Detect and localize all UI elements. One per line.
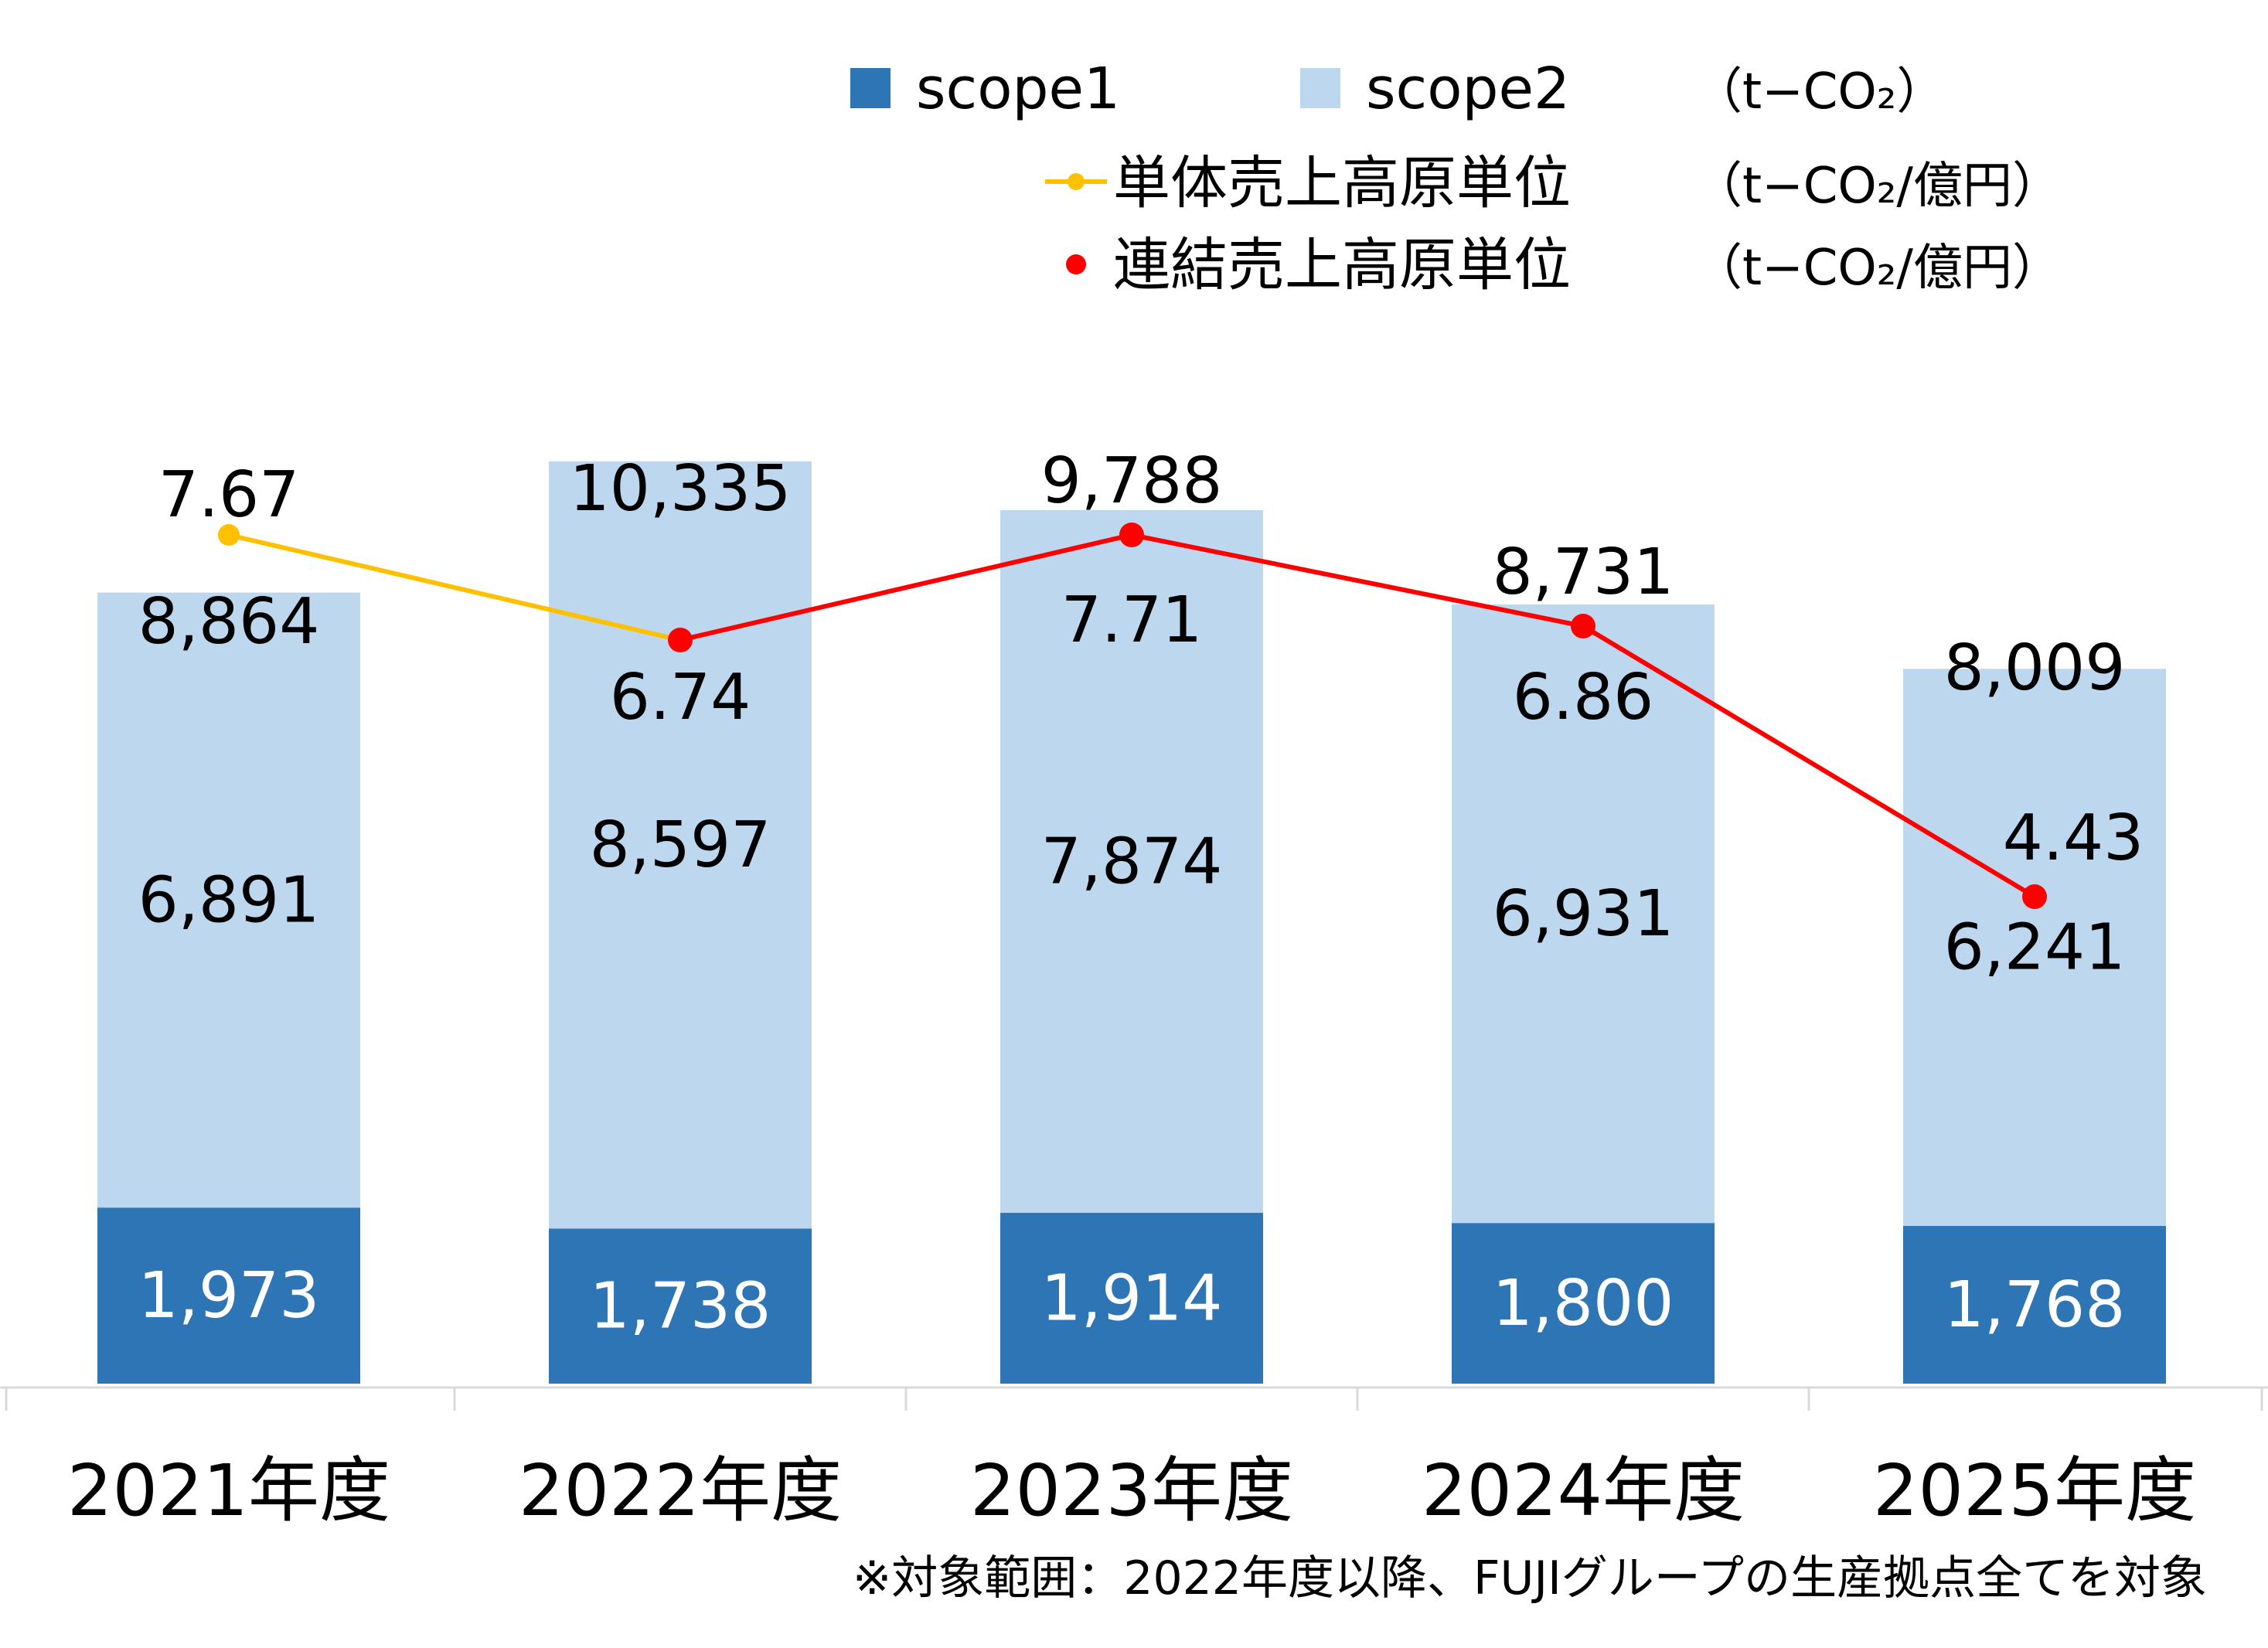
legend-unit-bars: （t−CO₂） [1693, 63, 1946, 121]
marker-single-intensity-0 [218, 524, 240, 546]
line-consolidated-intensity [679, 532, 2036, 899]
value-label-scope2-3: 6,931 [1493, 877, 1674, 951]
legend-marker-consolidated [1066, 254, 1086, 274]
total-label-3: 8,731 [1493, 536, 1674, 609]
marker-consolidated-intensity-3 [1571, 614, 1595, 638]
intensity-label-4: 4.43 [2003, 802, 2144, 875]
legend: scope1 scope2 （t−CO₂） 単体売上高原単位 （t−CO₂/億円… [850, 56, 2062, 298]
bar-scope2-0 [97, 592, 360, 1208]
total-label-1: 10,335 [570, 452, 792, 526]
value-label-scope2-1: 8,597 [590, 809, 771, 882]
bar-scope2-1 [549, 461, 812, 1229]
value-label-scope1-1: 1,738 [590, 1270, 771, 1343]
value-label-scope2-4: 6,241 [1944, 911, 2126, 985]
total-label-2: 9,788 [1041, 444, 1223, 518]
value-label-scope1-3: 1,800 [1493, 1267, 1674, 1340]
bar-scope1-2 [1000, 1213, 1263, 1384]
value-labels: 1,973 6,891 1,738 8,597 1,914 7,874 1,800 6,931… [138, 444, 2144, 1343]
intensity-label-0: 7.67 [158, 458, 300, 532]
category-label-1: 2022年度 [519, 1449, 842, 1532]
bar-scope1-4 [1903, 1225, 2166, 1384]
bar-scope2-4 [1903, 669, 2166, 1226]
footnote: ※対象範囲：2022年度以降、FUJIグループの生産拠点全てを対象 [853, 1551, 2207, 1605]
legend-unit-single: （t−CO₂/億円） [1693, 158, 2062, 215]
value-label-scope2-0: 6,891 [138, 863, 320, 937]
bars-layer [97, 461, 2166, 1384]
value-label-scope1-2: 1,914 [1041, 1262, 1223, 1336]
bar-scope2-3 [1452, 604, 1715, 1224]
legend-unit-consolidated: （t−CO₂/億円） [1693, 240, 2062, 297]
bar-scope2-2 [1000, 509, 1263, 1214]
total-label-4: 8,009 [1944, 632, 2126, 705]
intensity-label-3: 6.86 [1513, 661, 1654, 734]
marker-consolidated-intensity-2 [1119, 523, 1144, 547]
legend-label-consolidated-intensity: 連結売上高原単位 [1113, 232, 1571, 298]
marker-consolidated-intensity-4 [2022, 884, 2047, 909]
value-label-scope1-4: 1,768 [1944, 1268, 2126, 1342]
bar-scope1-3 [1452, 1223, 1715, 1384]
line-single-intensity [228, 533, 681, 642]
legend-label-scope2: scope2 [1366, 56, 1570, 122]
legend-marker-single [1068, 173, 1085, 190]
intensity-label-2: 7.71 [1061, 584, 1203, 657]
category-label-0: 2021年度 [67, 1449, 390, 1532]
marker-consolidated-intensity-1 [668, 628, 693, 652]
intensity-label-1: 6.74 [610, 661, 751, 734]
category-label-3: 2024年度 [1422, 1449, 1745, 1532]
category-label-2: 2023年度 [970, 1449, 1293, 1532]
legend-label-single-intensity: 単体売上高原単位 [1113, 150, 1571, 216]
legend-label-scope1: scope1 [916, 56, 1120, 122]
category-label-4: 2025年度 [1873, 1449, 2196, 1532]
intensity-lines [218, 523, 2047, 909]
bar-scope1-1 [549, 1228, 812, 1384]
legend-swatch-scope2 [1300, 68, 1340, 108]
total-label-0: 8,864 [138, 585, 320, 659]
bar-scope1-0 [97, 1207, 360, 1384]
x-axis: 2021年度 2022年度 2023年度 2024年度 2025年度 [0, 1386, 2268, 1532]
value-label-scope2-2: 7,874 [1041, 825, 1223, 898]
legend-swatch-scope1 [850, 68, 891, 108]
value-label-scope1-0: 1,973 [138, 1259, 320, 1333]
